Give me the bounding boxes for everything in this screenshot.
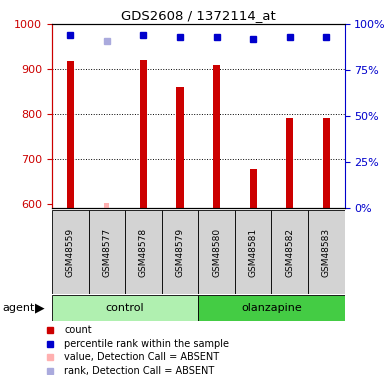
FancyBboxPatch shape xyxy=(52,210,89,294)
FancyBboxPatch shape xyxy=(198,210,235,294)
Text: ▶: ▶ xyxy=(35,302,44,314)
Text: rank, Detection Call = ABSENT: rank, Detection Call = ABSENT xyxy=(64,366,215,375)
Bar xyxy=(104,203,109,208)
Bar xyxy=(323,118,330,208)
Text: control: control xyxy=(106,303,144,313)
FancyBboxPatch shape xyxy=(52,295,198,321)
FancyBboxPatch shape xyxy=(162,210,198,294)
Bar xyxy=(249,169,257,208)
Text: GSM48577: GSM48577 xyxy=(102,228,111,277)
Bar xyxy=(286,118,293,208)
FancyBboxPatch shape xyxy=(89,210,125,294)
FancyBboxPatch shape xyxy=(125,210,162,294)
Text: count: count xyxy=(64,326,92,336)
FancyBboxPatch shape xyxy=(235,210,271,294)
Text: value, Detection Call = ABSENT: value, Detection Call = ABSENT xyxy=(64,352,219,363)
FancyBboxPatch shape xyxy=(198,295,345,321)
Text: GSM48582: GSM48582 xyxy=(285,228,294,277)
Text: GSM48578: GSM48578 xyxy=(139,228,148,277)
FancyBboxPatch shape xyxy=(308,210,345,294)
Text: GSM48581: GSM48581 xyxy=(249,228,258,277)
Bar xyxy=(67,61,74,208)
Bar xyxy=(176,87,184,208)
Bar xyxy=(213,65,220,208)
Text: GSM48583: GSM48583 xyxy=(322,228,331,277)
Text: GSM48559: GSM48559 xyxy=(66,228,75,277)
Text: GSM48579: GSM48579 xyxy=(176,228,184,277)
Text: percentile rank within the sample: percentile rank within the sample xyxy=(64,339,229,349)
Bar xyxy=(140,60,147,208)
Text: GSM48580: GSM48580 xyxy=(212,228,221,277)
FancyBboxPatch shape xyxy=(271,210,308,294)
Title: GDS2608 / 1372114_at: GDS2608 / 1372114_at xyxy=(121,9,276,22)
Text: agent: agent xyxy=(2,303,34,313)
Text: olanzapine: olanzapine xyxy=(241,303,302,313)
